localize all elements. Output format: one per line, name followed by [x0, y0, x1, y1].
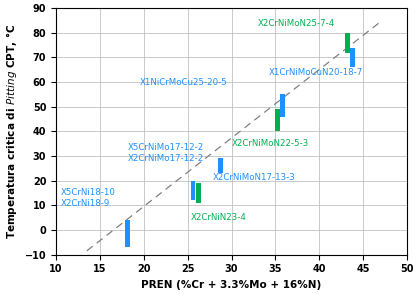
- Text: X1CrNiMoCuN20-18-7: X1CrNiMoCuN20-18-7: [268, 68, 363, 77]
- Bar: [125, 220, 130, 247]
- Bar: [280, 94, 285, 117]
- Text: X5CrNi18-10
X2CrNi18-9: X5CrNi18-10 X2CrNi18-9: [61, 188, 115, 208]
- Text: X2CrNiN23-4: X2CrNiN23-4: [190, 213, 246, 222]
- Text: X2CrNiMoN25-7-4: X2CrNiMoN25-7-4: [258, 19, 335, 28]
- Text: X2CrNiMoN17-13-3: X2CrNiMoN17-13-3: [213, 173, 296, 182]
- Bar: [350, 48, 355, 67]
- Y-axis label: Temperatura critica di $\it{Pitting}$ CPT, °C: Temperatura critica di $\it{Pitting}$ CP…: [4, 24, 19, 239]
- Bar: [275, 109, 280, 131]
- Bar: [191, 181, 195, 200]
- Text: X5CrNiMo17-12-2
X2CrNiMo17-12-2: X5CrNiMo17-12-2 X2CrNiMo17-12-2: [128, 143, 204, 163]
- Text: X2CrNiMoN22-5-3: X2CrNiMoN22-5-3: [232, 139, 309, 148]
- Bar: [196, 183, 201, 203]
- Bar: [218, 158, 222, 173]
- X-axis label: PREN (%Cr + 3.3%Mo + 16%N): PREN (%Cr + 3.3%Mo + 16%N): [141, 280, 322, 290]
- Text: X1NiCrMoCu25-20-5: X1NiCrMoCu25-20-5: [140, 78, 227, 87]
- Bar: [345, 33, 350, 53]
